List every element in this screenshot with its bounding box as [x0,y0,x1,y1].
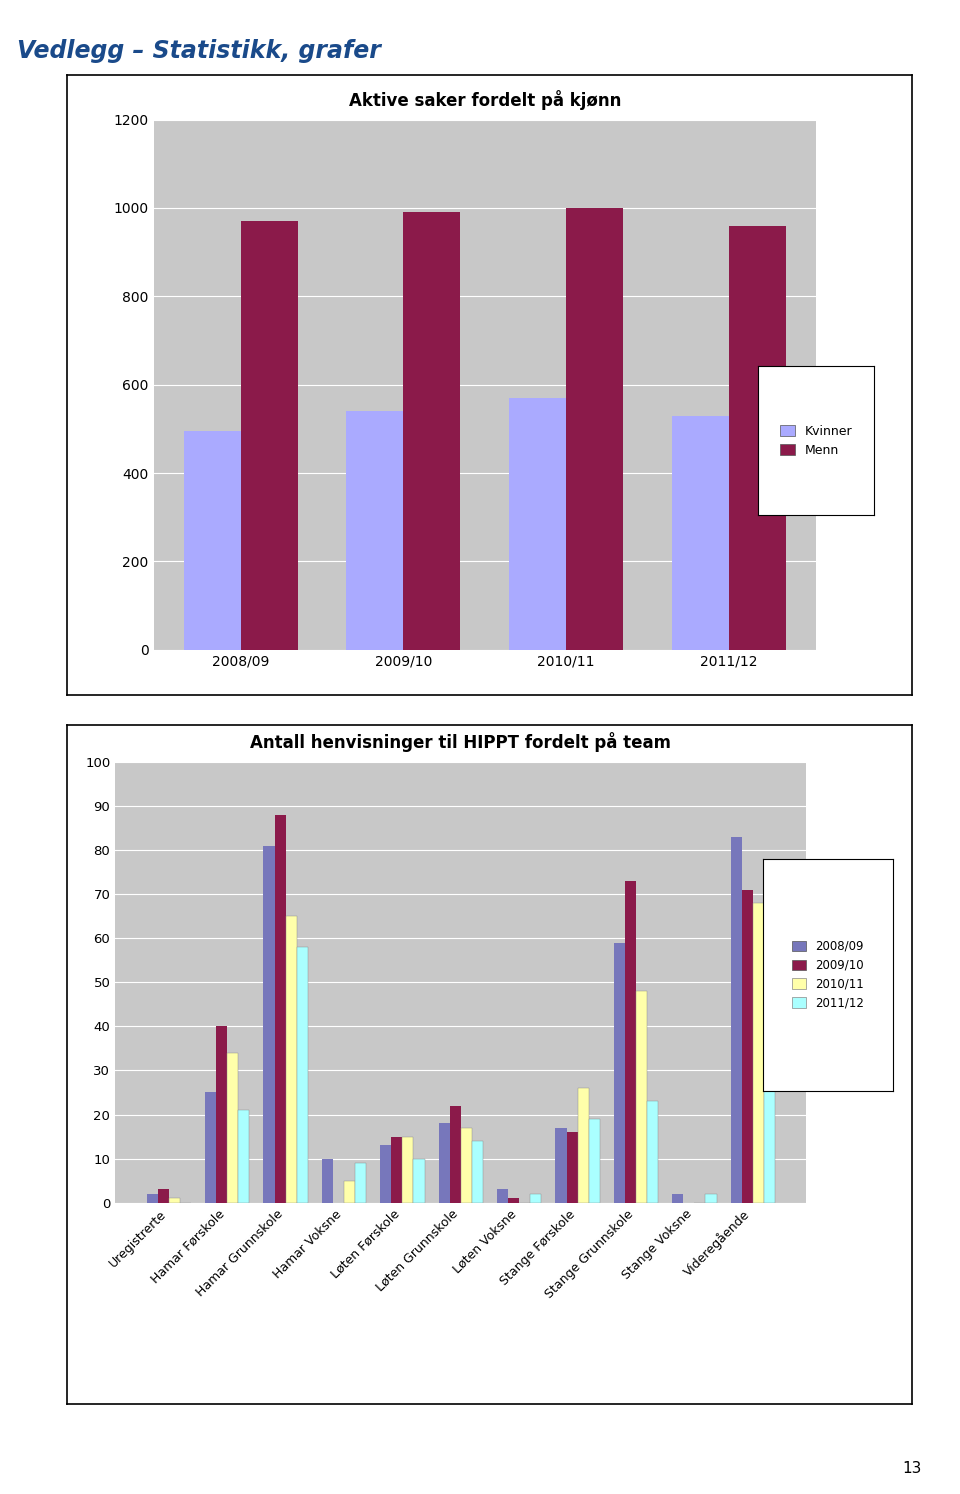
Bar [636,991,647,1203]
Bar [672,1194,684,1203]
Title: Aktive saker fordelt på kjønn: Aktive saker fordelt på kjønn [348,90,621,109]
Bar [228,1053,238,1203]
Bar [439,1123,449,1203]
Bar [508,1198,519,1203]
Bar [347,411,403,650]
Bar [392,1137,402,1203]
Bar [509,397,566,650]
Text: Vedlegg – Statistikk, grafer: Vedlegg – Statistikk, grafer [17,39,381,63]
Bar [742,890,753,1203]
Text: 13: 13 [902,1461,922,1476]
Bar [530,1194,541,1203]
Legend: 2008/09, 2009/10, 2010/11, 2011/12: 2008/09, 2009/10, 2010/11, 2011/12 [787,935,869,1014]
Bar [216,1026,228,1203]
Bar [566,1132,578,1203]
Bar [647,1101,659,1203]
Bar [238,1110,250,1203]
Bar [729,226,786,650]
Legend: Kvinner, Menn: Kvinner, Menn [775,420,857,462]
Bar [402,1137,414,1203]
Bar [344,1180,355,1203]
Bar [355,1162,366,1203]
Bar [753,902,764,1203]
Bar [497,1189,508,1203]
Bar [556,1128,566,1203]
Bar [472,1141,483,1203]
Bar [613,943,625,1203]
Bar [764,952,775,1203]
Bar [147,1194,157,1203]
Bar [275,814,286,1203]
Bar [731,837,742,1203]
Bar [286,916,297,1203]
Bar [241,221,298,650]
Bar [169,1198,180,1203]
Bar [414,1159,424,1203]
Bar [461,1128,472,1203]
Bar [578,1088,588,1203]
Bar [566,208,623,650]
Bar [157,1189,169,1203]
Bar [297,947,308,1203]
Bar [625,881,636,1203]
Bar [205,1092,216,1203]
Bar [706,1194,716,1203]
Title: Antall henvisninger til HIPPT fordelt på team: Antall henvisninger til HIPPT fordelt på… [251,732,671,751]
Bar [183,432,241,650]
Bar [403,212,461,650]
Bar [322,1159,333,1203]
Bar [588,1119,600,1203]
Bar [449,1106,461,1203]
Bar [380,1146,392,1203]
Bar [672,415,729,650]
Bar [263,846,275,1203]
